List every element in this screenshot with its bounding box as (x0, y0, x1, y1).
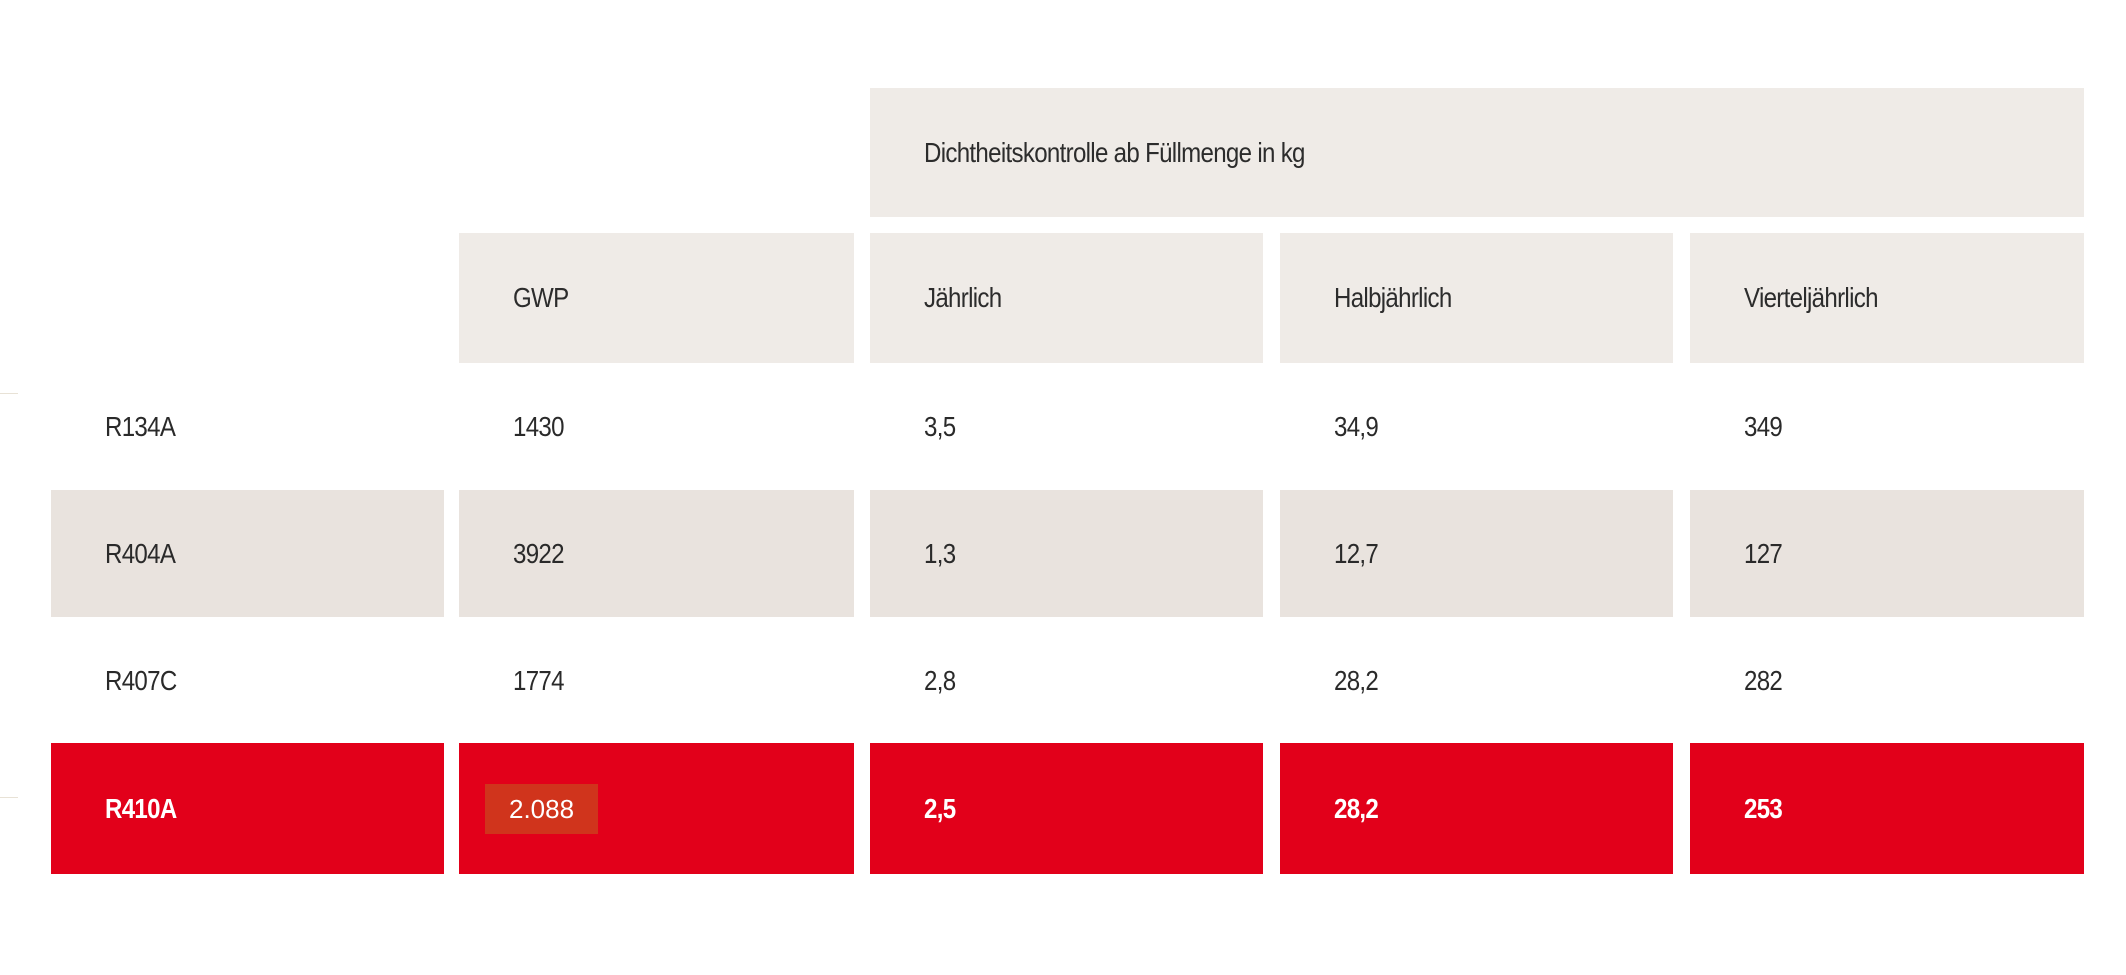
cell-value: 34,9 (1334, 410, 1379, 442)
column-header-label: Vierteljährlich (1744, 282, 1878, 313)
row-name-r404a: R404A (51, 490, 444, 617)
row-name: R404A (105, 537, 176, 569)
cell-gwp: 2.088 (459, 743, 854, 874)
cell-halbjaehrlich: 34,9 (1280, 363, 1673, 490)
cell-jaehrlich: 2,8 (870, 617, 1263, 744)
cell-value: 3922 (513, 537, 565, 569)
cell-value: 12,7 (1334, 537, 1379, 569)
column-header-halbjaehrlich: Halbjährlich (1280, 233, 1673, 363)
edge-mark (0, 393, 18, 394)
row-name: R134A (105, 410, 176, 442)
cell-halbjaehrlich: 28,2 (1280, 617, 1673, 744)
cell-value: 1,3 (924, 537, 956, 569)
row-name: R410A (105, 792, 177, 824)
column-header-gwp: GWP (459, 233, 854, 363)
cell-value: 2,8 (924, 664, 956, 696)
cell-gwp: 3922 (459, 490, 854, 617)
gwp-highlight-badge: 2.088 (485, 783, 599, 834)
cell-value: 282 (1744, 664, 1783, 696)
cell-vierteljaehrlich: 282 (1690, 617, 2084, 744)
cell-halbjaehrlich: 12,7 (1280, 490, 1673, 617)
cell-halbjaehrlich: 28,2 (1280, 743, 1673, 874)
cell-value: 349 (1744, 410, 1783, 442)
cell-value: 28,2 (1334, 792, 1379, 824)
row-name-r134a: R134A (51, 363, 444, 490)
column-header-jaehrlich: Jährlich (870, 233, 1263, 363)
cell-vierteljaehrlich: 253 (1690, 743, 2084, 874)
cell-vierteljaehrlich: 349 (1690, 363, 2084, 490)
cell-value: 1774 (513, 664, 565, 696)
column-header-vierteljaehrlich: Vierteljährlich (1690, 233, 2084, 363)
cell-value: 127 (1744, 537, 1783, 569)
column-header-label: GWP (513, 282, 569, 313)
group-header: Dichtheitskontrolle ab Füllmenge in kg (870, 88, 2084, 217)
cell-vierteljaehrlich: 127 (1690, 490, 2084, 617)
group-header-label: Dichtheitskontrolle ab Füllmenge in kg (924, 136, 1305, 168)
row-name-r407c: R407C (51, 617, 444, 744)
cell-jaehrlich: 3,5 (870, 363, 1263, 490)
cell-value: 3,5 (924, 410, 956, 442)
cell-value: 28,2 (1334, 664, 1379, 696)
cell-value: 2,5 (924, 792, 956, 824)
cell-gwp: 1430 (459, 363, 854, 490)
cell-jaehrlich: 1,3 (870, 490, 1263, 617)
column-header-label: Jährlich (924, 282, 1002, 313)
cell-value: 253 (1744, 792, 1783, 824)
row-name-r410a: R410A (51, 743, 444, 874)
cell-gwp: 1774 (459, 617, 854, 744)
cell-value: 1430 (513, 410, 565, 442)
row-name: R407C (105, 664, 177, 696)
edge-mark (0, 797, 18, 798)
cell-jaehrlich: 2,5 (870, 743, 1263, 874)
column-header-label: Halbjährlich (1334, 282, 1452, 313)
